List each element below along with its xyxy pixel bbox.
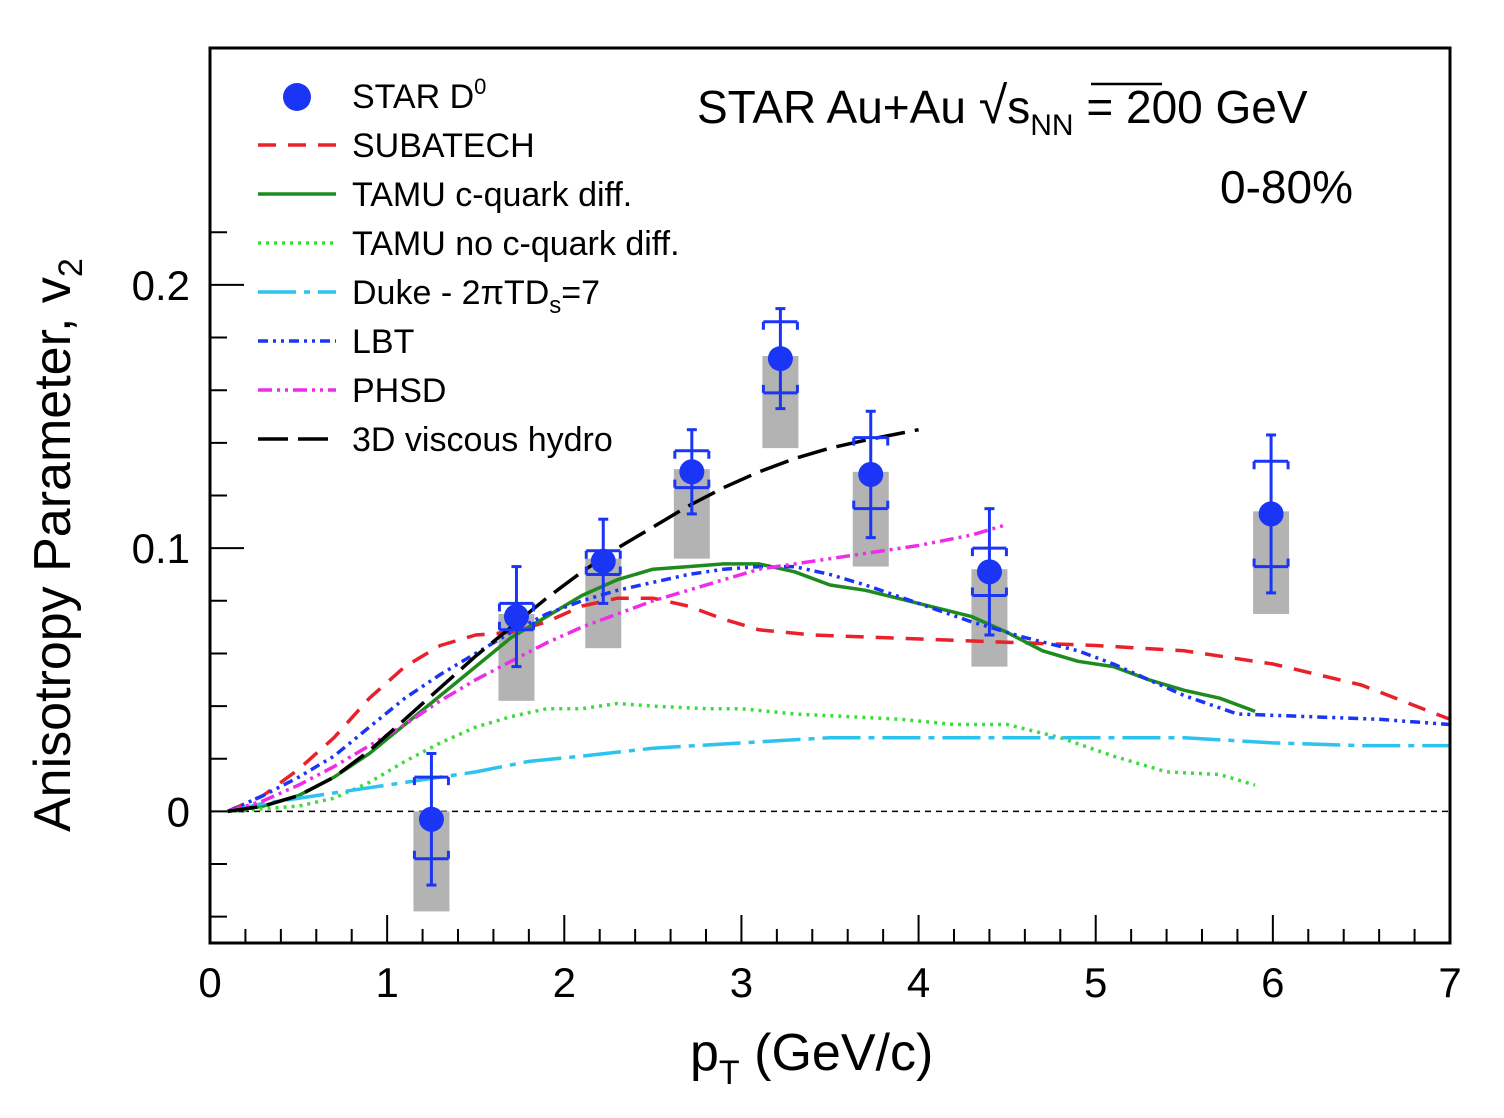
curve-phsd (227, 522, 1008, 814)
curve-tamu-c-quark-diff (227, 562, 1256, 814)
legend-label-lbt: LBT (352, 323, 414, 361)
legend: STAR D0 SUBATECH TAMU c-quark diff. TAMU n… (258, 74, 680, 459)
legend-label-3d-viscous-hydro: 3D viscous hydro (352, 421, 613, 459)
curve-3d-viscous-hydro (227, 427, 919, 814)
data-point (590, 548, 616, 574)
data-point (976, 559, 1002, 585)
legend-label-tamu-no-c-quark-diff: TAMU no c-quark diff. (352, 225, 680, 263)
legend-label-subatech: SUBATECH (352, 127, 535, 165)
legend-label-duke-2-td: Duke - 2πTDs=7 (352, 274, 600, 319)
x-tick-label: 6 (1261, 959, 1284, 1006)
collision-system-label: STAR Au+Au √sNN = 200 GeV (697, 77, 1308, 142)
centrality-label: 0-80% (1220, 161, 1353, 213)
x-tick-label: 4 (907, 959, 930, 1006)
x-tick-label: 3 (730, 959, 753, 1006)
curve-duke-2-td (227, 735, 1450, 814)
x-axis-title: pT (GeV/c) (690, 1024, 933, 1092)
y-tick-label: 0.2 (132, 262, 190, 309)
tick-labels: 0 1 2 3 4 5 6 7 0 0.1 0.2 (132, 262, 1462, 1006)
legend-label-tamu-c-quark-diff: TAMU c-quark diff. (352, 176, 632, 214)
data-point (418, 806, 444, 832)
x-tick-label: 0 (198, 959, 221, 1006)
x-tick-label: 1 (375, 959, 398, 1006)
curve-subatech (226, 596, 1451, 813)
legend-entries: SUBATECH TAMU c-quark diff. TAMU no c-quar… (258, 127, 680, 459)
legend-label-phsd: PHSD (352, 372, 446, 410)
y-axis-title: Anisotropy Parameter, v2 (24, 258, 90, 832)
x-tick-label: 5 (1084, 959, 1107, 1006)
data-points (412, 307, 1290, 887)
data-point (679, 459, 705, 485)
y-tick-label: 0.1 (132, 525, 190, 572)
curve-tamu-no-c-quark-diff (227, 701, 1256, 814)
data-point (503, 604, 529, 630)
curve-lbt (226, 564, 1451, 813)
legend-label-star-d0: STAR D0 (352, 74, 486, 116)
plot-frame (208, 46, 1452, 945)
data-point (767, 346, 793, 372)
data-point (858, 461, 884, 487)
model-curves (226, 427, 1451, 814)
legend-marker-star-d0 (283, 83, 311, 111)
x-tick-label: 2 (553, 959, 576, 1006)
data-point (1258, 501, 1284, 527)
x-tick-label: 7 (1438, 959, 1461, 1006)
y-tick-label: 0 (167, 788, 190, 835)
